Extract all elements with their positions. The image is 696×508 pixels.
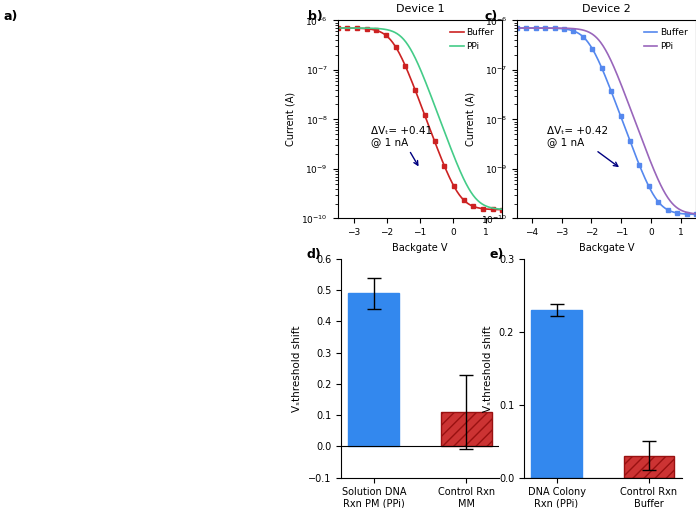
PPi [483, 203, 491, 209]
PPi [513, 25, 521, 31]
Line: PPi: PPi [516, 28, 696, 214]
PPi [498, 206, 507, 212]
Line: Buffer: Buffer [338, 28, 503, 210]
Buffer [512, 25, 521, 31]
Buffer [431, 140, 439, 146]
PPi [675, 206, 683, 212]
Text: b): b) [308, 10, 323, 23]
Bar [348, 294, 400, 447]
Bar [624, 456, 674, 478]
Y-axis label: Current (A): Current (A) [465, 92, 475, 146]
PPi [512, 25, 521, 31]
PPi [692, 211, 696, 217]
PPi [473, 196, 481, 202]
Buffer [473, 204, 481, 210]
Line: Buffer: Buffer [516, 28, 696, 214]
PPi [434, 113, 443, 119]
PPi [619, 87, 628, 93]
Buffer [619, 119, 627, 125]
Legend: Buffer, PPi: Buffer, PPi [640, 25, 692, 54]
PPi [333, 25, 342, 31]
PPi [664, 195, 672, 201]
Buffer [622, 129, 631, 135]
Text: a): a) [3, 10, 18, 23]
Text: ΔVₜ= +0.42
@ 1 nA: ΔVₜ= +0.42 @ 1 nA [546, 125, 618, 166]
PPi [431, 104, 439, 110]
Y-axis label: Current (A): Current (A) [286, 92, 296, 146]
Text: d): d) [306, 248, 321, 261]
Y-axis label: Vₛthreshold shift: Vₛthreshold shift [292, 325, 303, 411]
PPi [334, 25, 342, 31]
Buffer [675, 210, 683, 216]
Legend: Buffer, PPi: Buffer, PPi [447, 25, 498, 54]
Bar [531, 310, 582, 478]
Bar [441, 412, 491, 447]
Buffer [619, 121, 628, 127]
X-axis label: Backgate V: Backgate V [578, 243, 634, 252]
Buffer [692, 211, 696, 217]
Buffer [432, 141, 440, 147]
Buffer [334, 25, 342, 31]
Text: ΔVₜ= +0.41
@ 1 nA: ΔVₜ= +0.41 @ 1 nA [370, 125, 432, 165]
Buffer [498, 207, 507, 213]
Y-axis label: Vₛthreshold shift: Vₛthreshold shift [483, 325, 493, 411]
PPi [432, 105, 440, 111]
Text: e): e) [489, 248, 504, 261]
Line: PPi: PPi [338, 28, 503, 209]
Title: Device 2: Device 2 [582, 4, 631, 14]
X-axis label: Backgate V: Backgate V [393, 243, 448, 252]
Buffer [483, 206, 491, 212]
Title: Device 1: Device 1 [396, 4, 444, 14]
Buffer [333, 25, 342, 31]
Buffer [664, 207, 672, 213]
Buffer [434, 148, 443, 154]
Buffer [513, 25, 521, 31]
PPi [622, 96, 631, 102]
PPi [619, 86, 627, 92]
Text: c): c) [484, 10, 498, 23]
